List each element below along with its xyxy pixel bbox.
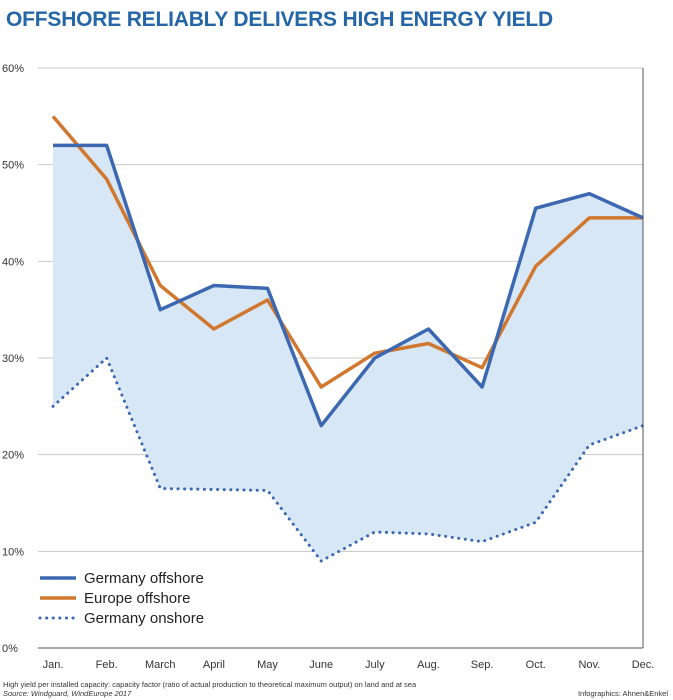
x-tick-label: July	[365, 659, 385, 671]
axes: 0% 10% 20% 30% 40% 50% 60% Jan. Feb. March April Ma…	[2, 63, 654, 671]
x-tick-label: May	[257, 659, 278, 671]
y-tick-label: 0%	[2, 643, 18, 655]
x-tick-label: Feb.	[96, 659, 118, 671]
chart-title: OFFSHORE RELIABLY DELIVERS HIGH ENERGY Y…	[6, 8, 554, 31]
legend-label: Germany offshore	[84, 570, 204, 587]
footnote-description: High yield per installed capacity: capac…	[3, 680, 417, 689]
x-tick-label: Oct.	[526, 659, 546, 671]
series-lines	[51, 115, 645, 563]
x-tick-label: Sep.	[471, 659, 494, 671]
y-tick-label: 10%	[2, 546, 24, 558]
shaded-area-fill	[53, 145, 643, 562]
legend-label: Germany onshore	[84, 610, 204, 627]
series-line-europe-offshore	[51, 115, 643, 389]
y-tick-label: 20%	[2, 450, 24, 462]
x-tick-label: Dec.	[632, 659, 655, 671]
x-tick-label: Jan.	[43, 659, 64, 671]
series-line-germany-offshore	[53, 143, 644, 428]
y-tick-label: 40%	[2, 256, 24, 268]
x-tick-label: June	[309, 659, 333, 671]
x-tick-label: Nov.	[578, 659, 600, 671]
x-tick-label: March	[145, 659, 176, 671]
y-tick-label: 60%	[2, 63, 24, 75]
y-tick-label: 30%	[2, 353, 24, 365]
footnote-credit: Infographics: Ahnen&Enkel	[577, 689, 668, 698]
legend-label: Europe offshore	[84, 590, 190, 607]
x-tick-label: April	[203, 659, 225, 671]
legend: Germany offshore Europe offshore Germany o…	[38, 570, 204, 627]
x-tick-label: Aug.	[417, 659, 440, 671]
shaded-area	[53, 145, 643, 562]
y-tick-label: 50%	[2, 160, 24, 172]
footnote-source: Source: Windguard, WindEurope 2017	[3, 689, 132, 698]
